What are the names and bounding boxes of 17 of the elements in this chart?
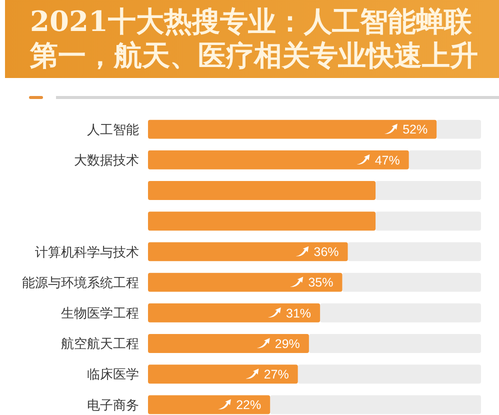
chart-title: 2021十大热搜专业：人工智能蝉联第一，航天、医疗相关专业快速上升 — [29, 5, 478, 72]
y-tick-label: 人工智能 — [87, 122, 139, 138]
data-label: 31% — [286, 306, 312, 320]
data-label: 27% — [264, 367, 289, 382]
y-tick-label: 电子商务 — [87, 398, 139, 414]
data-label: 35% — [308, 276, 334, 290]
y-tick-label: 大数据技术 — [74, 153, 139, 168]
y-tick-label: 计算机科学与技术 — [35, 245, 139, 260]
data-label: 47% — [374, 153, 400, 168]
y-tick-label: 航空航天工程 — [61, 337, 139, 352]
data-label: 22% — [236, 398, 262, 412]
data-label: 52% — [402, 122, 428, 137]
y-tick-label: 生物医学工程 — [61, 306, 139, 322]
data-label: 29% — [274, 336, 300, 351]
y-tick-label: 能源与环境系统工程 — [22, 274, 139, 291]
y-tick-label: 临床医学 — [87, 368, 139, 383]
data-label: 36% — [314, 245, 339, 260]
